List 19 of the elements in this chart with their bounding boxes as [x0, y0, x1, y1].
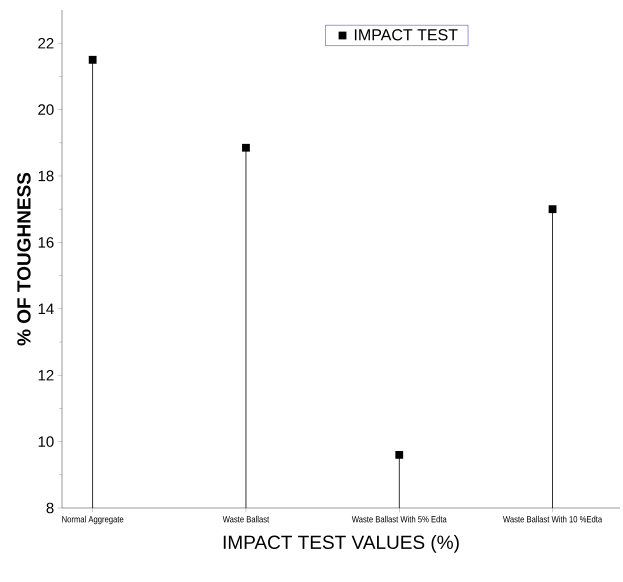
x-tick-label: Waste Ballast With 10 %Edta — [502, 516, 602, 522]
y-tick-label: 22 — [38, 38, 54, 48]
point — [548, 205, 556, 214]
y-tick-label: 20 — [38, 104, 54, 115]
x-axis-title: IMPACT TEST VALUES (%) — [224, 535, 459, 553]
point — [88, 56, 97, 64]
y-tick-label: 18 — [38, 170, 54, 182]
x-tick-label: Normal Aggregate — [62, 516, 124, 524]
x-tick-label: Waste Ballast With 5% Edta — [352, 516, 447, 522]
y-tick-label: 8 — [46, 502, 54, 514]
legend-label: IMPACT TEST — [354, 29, 458, 40]
y-tick-label: 16 — [38, 237, 54, 248]
y-tick-label: 14 — [38, 304, 54, 314]
point — [242, 144, 250, 152]
y-axis-title: % OF TOUGHNESS — [17, 172, 31, 346]
x-tick-label: Waste Ballast — [222, 516, 270, 522]
y-tick-label: 12 — [38, 370, 54, 380]
point — [395, 450, 404, 459]
y-tick-label: 10 — [38, 436, 54, 447]
